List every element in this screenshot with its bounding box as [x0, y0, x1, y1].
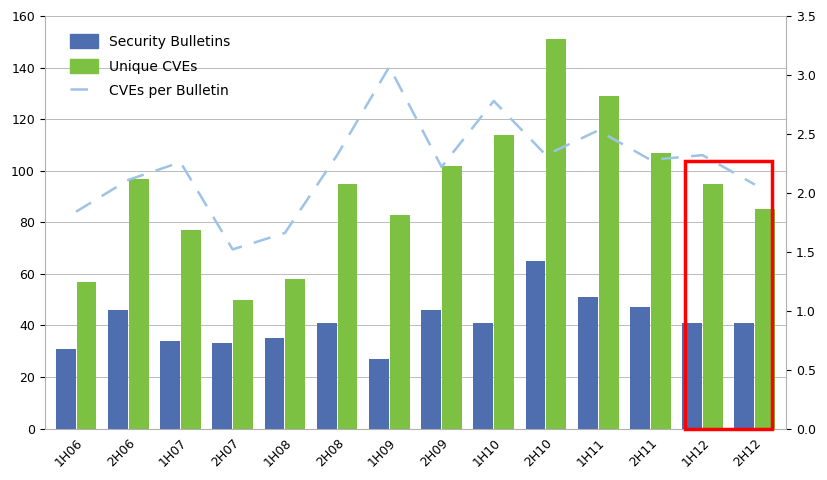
Bar [630, 307, 650, 429]
Bar [734, 323, 754, 429]
Bar [390, 215, 409, 429]
Bar [77, 282, 97, 429]
Bar [651, 153, 671, 429]
Bar [755, 209, 775, 429]
Bar [285, 279, 305, 429]
Bar [578, 297, 598, 429]
Bar [337, 184, 357, 429]
Bar [682, 323, 702, 429]
Bar [265, 338, 284, 429]
Bar [317, 323, 337, 429]
Bar [129, 179, 149, 429]
Bar [233, 300, 253, 429]
Bar [181, 230, 201, 429]
Bar [473, 323, 493, 429]
Bar [526, 261, 546, 429]
Bar [442, 166, 462, 429]
Bar [369, 359, 389, 429]
Bar [421, 310, 441, 429]
Bar [547, 39, 566, 429]
Bar [495, 135, 514, 429]
Bar [703, 184, 723, 429]
Bar [160, 341, 180, 429]
Bar [686, 161, 772, 429]
Bar [213, 344, 232, 429]
Legend: Security Bulletins, Unique CVEs, CVEs per Bulletin: Security Bulletins, Unique CVEs, CVEs pe… [59, 23, 241, 109]
Bar [599, 96, 619, 429]
Bar [55, 348, 75, 429]
Bar [108, 310, 127, 429]
